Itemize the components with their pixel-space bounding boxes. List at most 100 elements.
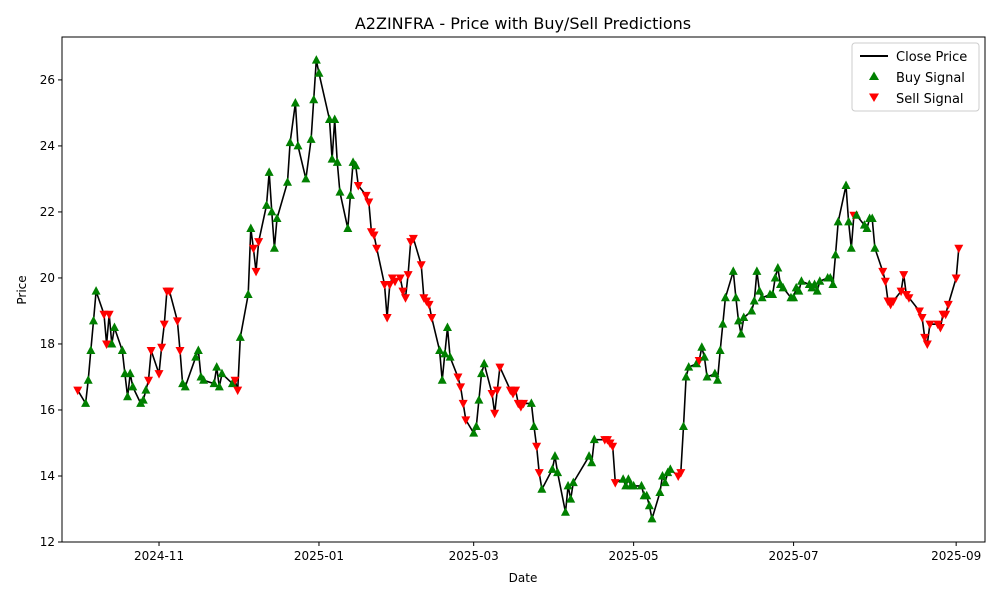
buy-signal-marker <box>773 263 783 272</box>
sell-signal-marker <box>880 277 890 287</box>
buy-signal-marker <box>81 398 91 407</box>
buy-signal-marker <box>306 134 316 143</box>
y-tick-label: 22 <box>40 205 55 219</box>
buy-signal-marker <box>678 421 688 430</box>
sell-signal-marker <box>914 307 924 316</box>
buy-signal-marker <box>789 292 799 302</box>
sell-signal-marker <box>369 231 379 241</box>
buy-signal-marker <box>209 378 219 388</box>
buy-signal-marker <box>262 200 272 209</box>
sell-signal-marker <box>401 294 411 303</box>
buy-signal-marker <box>757 292 767 302</box>
buy-signal-marker <box>749 296 759 305</box>
buy-signal-marker <box>739 312 749 322</box>
sell-signal-marker <box>917 314 927 323</box>
buy-signal-marker <box>657 470 667 480</box>
buy-signal-marker <box>699 352 709 361</box>
buy-signal-marker <box>283 177 293 186</box>
buy-signal-marker <box>660 477 670 487</box>
sell-signal-marker <box>453 373 463 382</box>
x-tick-label: 2025-03 <box>449 549 499 563</box>
buy-signal-marker <box>584 451 594 460</box>
buy-signal-marker <box>477 368 487 378</box>
buy-signal-marker <box>469 428 479 437</box>
buy-signal-marker <box>560 507 570 516</box>
buy-signal-marker <box>844 216 854 226</box>
buy-signal-marker <box>214 381 224 391</box>
x-tick-label: 2024-11 <box>134 549 184 563</box>
sell-signal-marker <box>254 238 264 247</box>
x-tick-label: 2025-09 <box>931 549 981 563</box>
buy-signal-marker <box>644 500 654 510</box>
sell-signal-marker <box>935 323 945 333</box>
y-tick-label: 18 <box>40 337 55 351</box>
sell-signal-marker <box>353 182 363 191</box>
sell-signal-marker <box>146 347 156 356</box>
sell-signal-marker <box>951 274 961 283</box>
buy-signal-marker <box>718 319 728 328</box>
buy-signal-marker <box>227 378 237 388</box>
sell-signal-marker <box>904 294 914 303</box>
buy-signal-marker <box>563 480 573 490</box>
buy-signal-marker <box>537 484 547 493</box>
buy-signal-marker <box>587 457 597 467</box>
buy-signal-marker <box>293 140 303 150</box>
buy-signal-marker <box>589 434 599 444</box>
sell-signal-marker <box>102 340 112 349</box>
buy-signal-marker <box>191 352 201 361</box>
buy-signal-marker <box>217 368 227 378</box>
buy-signal-marker <box>193 345 203 355</box>
sell-signal-marker <box>408 234 418 244</box>
sell-signal-marker <box>165 287 175 297</box>
buy-signal-marker <box>636 480 646 490</box>
buy-signal-marker <box>529 421 539 430</box>
buy-signal-marker <box>812 286 822 295</box>
buy-signal-marker <box>736 329 746 338</box>
buy-signal-marker <box>474 395 484 404</box>
buy-signal-marker <box>828 279 838 289</box>
buy-signal-marker <box>272 213 282 223</box>
buy-signal-marker <box>138 395 148 404</box>
buy-signal-marker <box>731 292 741 302</box>
sell-signal-marker <box>424 300 434 310</box>
buy-signal-marker <box>702 371 712 381</box>
sell-signal-marker <box>532 442 542 452</box>
sell-signal-marker <box>427 314 437 323</box>
sell-signal-marker <box>361 191 371 201</box>
y-tick-label: 16 <box>40 403 55 417</box>
sell-signal-marker <box>490 409 500 419</box>
buy-signal-marker <box>125 368 135 378</box>
buy-signal-marker <box>330 114 340 124</box>
buy-signal-marker <box>553 467 563 477</box>
sell-signal-marker <box>364 198 374 208</box>
buy-signal-marker <box>796 276 806 285</box>
sell-signal-marker <box>248 244 258 254</box>
buy-signal-marker <box>841 180 851 190</box>
y-axis-ticks: 12 14 16 18 20 22 24 26 <box>40 73 62 549</box>
buy-signal-marker <box>314 68 324 77</box>
buy-signal-marker <box>345 190 355 199</box>
buy-signal-marker <box>83 375 93 384</box>
buy-signal-marker <box>655 487 665 496</box>
sell-signal-marker <box>458 399 468 409</box>
buy-signal-marker <box>715 345 725 355</box>
buy-signal-marker <box>264 167 274 176</box>
buy-signal-marker <box>269 243 279 252</box>
buy-signal-marker <box>471 421 481 430</box>
buy-signal-marker <box>351 160 361 170</box>
buy-signal-marker <box>665 464 675 473</box>
sell-signal-marker <box>511 386 521 396</box>
buy-signal-marker <box>647 513 657 523</box>
sell-signal-marker <box>888 297 898 307</box>
buy-signal-marker <box>212 362 222 371</box>
x-axis-label: Date <box>509 571 538 585</box>
legend-sell-signal-swatch <box>869 93 879 102</box>
buy-signal-marker <box>547 464 557 473</box>
buy-signal-marker <box>117 345 127 355</box>
sell-signal-marker <box>233 386 243 396</box>
buy-signal-marker <box>770 272 780 282</box>
buy-signal-marker <box>681 371 691 381</box>
buy-signal-marker <box>91 286 101 295</box>
buy-signal-marker <box>267 206 277 216</box>
buy-signal-marker <box>768 289 778 298</box>
